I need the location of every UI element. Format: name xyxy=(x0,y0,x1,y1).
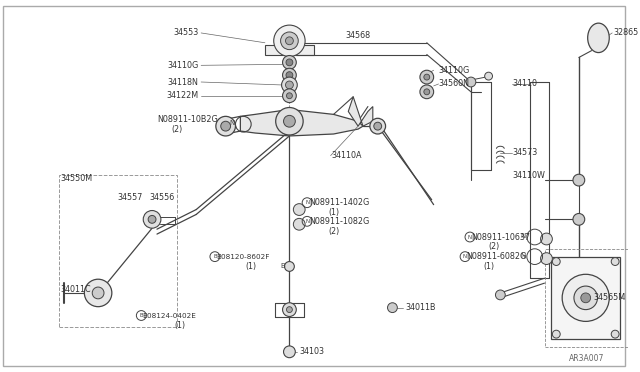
Circle shape xyxy=(282,77,297,93)
Circle shape xyxy=(92,287,104,299)
Ellipse shape xyxy=(588,23,609,52)
Text: 34110G: 34110G xyxy=(167,61,198,70)
Circle shape xyxy=(581,293,591,303)
Circle shape xyxy=(420,85,434,99)
Circle shape xyxy=(541,233,552,245)
Circle shape xyxy=(552,258,560,266)
Text: (1): (1) xyxy=(245,262,257,271)
Text: 34110W: 34110W xyxy=(512,171,545,180)
Circle shape xyxy=(562,274,609,321)
Circle shape xyxy=(282,89,296,103)
Text: (1): (1) xyxy=(175,321,186,330)
Circle shape xyxy=(388,303,397,312)
Text: 34550M: 34550M xyxy=(61,174,93,183)
Text: N08911-6082G: N08911-6082G xyxy=(466,252,526,261)
Text: 34011C: 34011C xyxy=(61,285,92,295)
Circle shape xyxy=(285,81,293,89)
Text: 34565M: 34565M xyxy=(594,294,626,302)
Circle shape xyxy=(282,303,296,317)
Circle shape xyxy=(552,330,560,338)
Text: B: B xyxy=(281,263,285,269)
Text: 34122M: 34122M xyxy=(166,91,198,100)
Circle shape xyxy=(573,214,585,225)
Circle shape xyxy=(574,286,598,310)
Circle shape xyxy=(484,72,493,80)
Text: (1): (1) xyxy=(329,208,340,217)
Text: B: B xyxy=(213,254,217,259)
Circle shape xyxy=(221,121,230,131)
Circle shape xyxy=(276,108,303,135)
Circle shape xyxy=(420,70,434,84)
Text: N08911-1402G: N08911-1402G xyxy=(309,198,369,207)
Text: N: N xyxy=(463,254,467,259)
Text: (2): (2) xyxy=(329,227,340,235)
Circle shape xyxy=(285,262,294,271)
Circle shape xyxy=(287,307,292,312)
Circle shape xyxy=(282,55,296,69)
Text: 34553: 34553 xyxy=(173,28,198,38)
Circle shape xyxy=(216,116,236,136)
Text: N08911-10637: N08911-10637 xyxy=(471,232,530,241)
Circle shape xyxy=(374,122,381,130)
Circle shape xyxy=(495,290,505,300)
Text: N: N xyxy=(520,233,525,239)
Polygon shape xyxy=(265,45,314,55)
Circle shape xyxy=(286,59,293,66)
Text: 34103: 34103 xyxy=(300,347,324,356)
Circle shape xyxy=(274,25,305,57)
Circle shape xyxy=(143,211,161,228)
Text: 34110A: 34110A xyxy=(332,151,362,160)
Bar xyxy=(552,257,620,339)
Text: (1): (1) xyxy=(484,262,495,271)
Bar xyxy=(545,249,628,347)
Text: 34011B: 34011B xyxy=(405,303,436,312)
Circle shape xyxy=(466,77,476,87)
Circle shape xyxy=(293,218,305,230)
Circle shape xyxy=(280,32,298,49)
Text: 34573: 34573 xyxy=(512,148,538,157)
Circle shape xyxy=(287,93,292,99)
Circle shape xyxy=(573,174,585,186)
Text: (2): (2) xyxy=(172,125,183,134)
Text: B08120-8602F: B08120-8602F xyxy=(216,254,269,260)
Circle shape xyxy=(424,89,429,95)
Text: 34118N: 34118N xyxy=(167,77,198,87)
Text: B: B xyxy=(140,313,143,318)
Circle shape xyxy=(424,74,429,80)
Circle shape xyxy=(611,330,619,338)
Text: N: N xyxy=(468,234,472,240)
Circle shape xyxy=(541,253,552,264)
Circle shape xyxy=(282,68,296,82)
Text: N: N xyxy=(305,200,309,205)
Circle shape xyxy=(611,258,619,266)
Text: 34110G: 34110G xyxy=(438,66,470,75)
Circle shape xyxy=(293,203,305,215)
Text: N: N xyxy=(229,120,234,126)
Circle shape xyxy=(284,346,295,358)
Circle shape xyxy=(84,279,112,307)
Text: N: N xyxy=(520,253,525,259)
Text: 34557: 34557 xyxy=(118,193,143,202)
Text: N: N xyxy=(305,219,309,224)
Text: 34556: 34556 xyxy=(149,193,174,202)
Text: (2): (2) xyxy=(488,242,500,251)
Circle shape xyxy=(286,72,293,78)
Text: B08124-0402E: B08124-0402E xyxy=(142,312,196,318)
Text: AR3A007: AR3A007 xyxy=(569,354,604,363)
Circle shape xyxy=(148,215,156,223)
Text: N08911-10B2G: N08911-10B2G xyxy=(157,115,218,124)
Polygon shape xyxy=(348,97,373,126)
Text: 34560N: 34560N xyxy=(438,80,470,89)
Text: 32865: 32865 xyxy=(613,28,639,38)
Bar xyxy=(59,175,177,327)
Text: 34568: 34568 xyxy=(346,31,371,41)
Polygon shape xyxy=(241,109,363,136)
Text: N08911-1082G: N08911-1082G xyxy=(309,217,369,226)
Circle shape xyxy=(285,37,293,45)
Circle shape xyxy=(370,118,385,134)
Circle shape xyxy=(284,115,295,127)
Text: 34110: 34110 xyxy=(512,80,537,89)
